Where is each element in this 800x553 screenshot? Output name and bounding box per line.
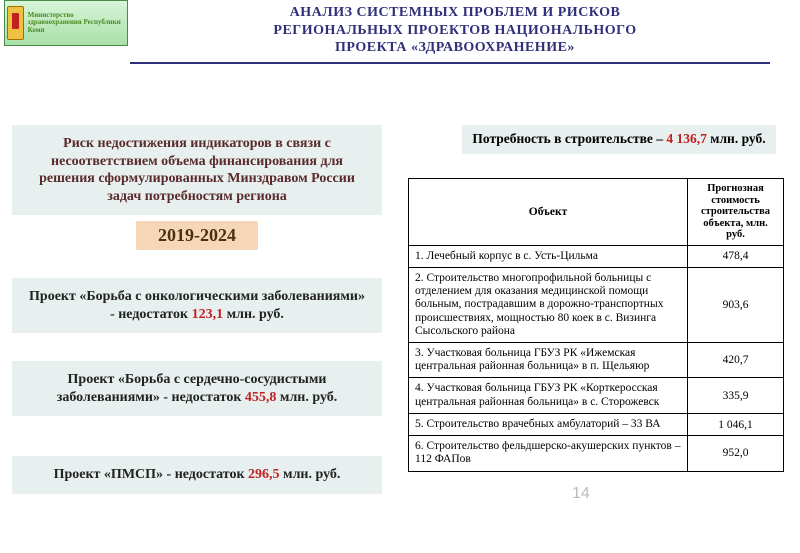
project-suffix: млн. руб. xyxy=(223,307,284,322)
title-underline xyxy=(130,62,770,64)
table-row: 5. Строительство врачебных амбулаторий –… xyxy=(409,413,784,435)
years-row: 2019-2024 xyxy=(12,221,382,250)
title-line-2: РЕГИОНАЛЬНЫХ ПРОЕКТОВ НАЦИОНАЛЬНОГО xyxy=(273,23,636,38)
emblem-icon xyxy=(7,6,24,40)
cell-cost: 952,0 xyxy=(688,436,784,471)
ministry-logo-text: Министерство здравоохранения Республики … xyxy=(28,12,125,34)
table-header-row: Объект Прогнозная стоимость строительств… xyxy=(409,179,784,246)
project-text: Проект «ПМСП» - недостаток xyxy=(54,467,248,482)
cell-object: 4. Участковая больница ГБУЗ РК «Корткеро… xyxy=(409,378,688,413)
cell-cost: 1 046,1 xyxy=(688,413,784,435)
title-line-1: АНАЛИЗ СИСТЕМНЫХ ПРОБЛЕМ И РИСКОВ xyxy=(290,5,621,20)
cell-object: 3. Участковая больница ГБУЗ РК «Ижемская… xyxy=(409,343,688,378)
slide-title: АНАЛИЗ СИСТЕМНЫХ ПРОБЛЕМ И РИСКОВ РЕГИОН… xyxy=(130,4,780,57)
project-suffix: млн. руб. xyxy=(280,467,341,482)
project-value: 123,1 xyxy=(192,307,224,322)
project-value: 455,8 xyxy=(245,390,277,405)
cell-object: 2. Строительство многопрофильной больниц… xyxy=(409,267,688,342)
cell-object: 5. Строительство врачебных амбулаторий –… xyxy=(409,413,688,435)
title-line-3: ПРОЕКТА «ЗДРАВООХРАНЕНИЕ» xyxy=(335,40,575,55)
left-column: Риск недостижения индикаторов в связи с … xyxy=(12,125,382,494)
need-value: 4 136,7 xyxy=(666,131,707,146)
table-row: 3. Участковая больница ГБУЗ РК «Ижемская… xyxy=(409,343,784,378)
cell-cost: 420,7 xyxy=(688,343,784,378)
cell-cost: 903,6 xyxy=(688,267,784,342)
project-deficit-cardio: Проект «Борьба с сердечно-сосудистыми за… xyxy=(12,361,382,416)
project-suffix: млн. руб. xyxy=(276,390,337,405)
cell-object: 6. Строительство фельдшерско-акушерских … xyxy=(409,436,688,471)
table-row: 4. Участковая больница ГБУЗ РК «Корткеро… xyxy=(409,378,784,413)
col-cost: Прогнозная стоимость строительства объек… xyxy=(688,179,784,246)
project-deficit-oncology: Проект «Борьба с онкологическими заболев… xyxy=(12,278,382,333)
risk-statement: Риск недостижения индикаторов в связи с … xyxy=(12,125,382,215)
need-prefix: Потребность в строительстве – xyxy=(472,131,666,146)
years-badge: 2019-2024 xyxy=(136,221,258,250)
cell-cost: 478,4 xyxy=(688,245,784,267)
page-number: 14 xyxy=(572,485,590,503)
cell-cost: 335,9 xyxy=(688,378,784,413)
construction-needs-table: Объект Прогнозная стоимость строительств… xyxy=(408,178,784,472)
project-value: 296,5 xyxy=(248,467,280,482)
cell-object: 1. Лечебный корпус в с. Усть-Цильма xyxy=(409,245,688,267)
project-deficit-pmsp: Проект «ПМСП» - недостаток 296,5 млн. ру… xyxy=(12,456,382,494)
ministry-logo: Министерство здравоохранения Республики … xyxy=(4,0,128,46)
col-object: Объект xyxy=(409,179,688,246)
table-row: 6. Строительство фельдшерско-акушерских … xyxy=(409,436,784,471)
table-row: 1. Лечебный корпус в с. Усть-Цильма 478,… xyxy=(409,245,784,267)
construction-need-heading: Потребность в строительстве – 4 136,7 мл… xyxy=(462,125,776,154)
need-suffix: млн. руб. xyxy=(707,131,766,146)
table-row: 2. Строительство многопрофильной больниц… xyxy=(409,267,784,342)
